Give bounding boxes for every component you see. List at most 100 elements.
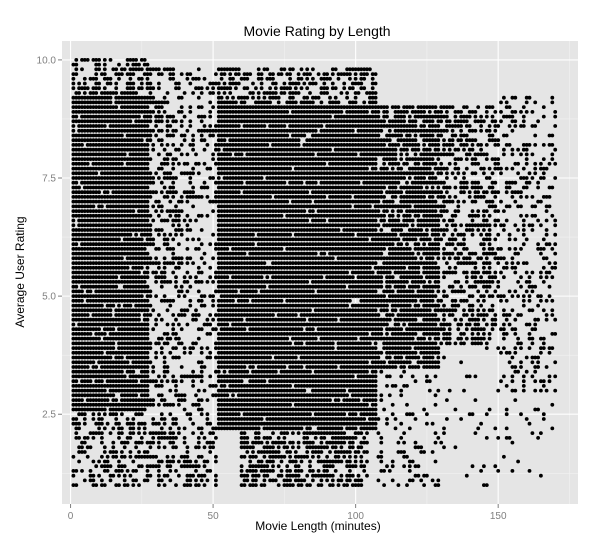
data-point bbox=[97, 176, 101, 180]
data-point bbox=[88, 128, 93, 133]
data-point bbox=[114, 128, 119, 133]
data-point bbox=[120, 110, 124, 114]
data-point bbox=[137, 261, 141, 265]
data-point bbox=[71, 298, 76, 303]
data-point bbox=[159, 166, 164, 171]
data-point bbox=[128, 204, 133, 209]
data-point bbox=[91, 242, 96, 247]
data-point bbox=[77, 204, 81, 209]
data-point bbox=[134, 180, 139, 185]
data-point bbox=[134, 393, 139, 398]
data-point bbox=[211, 232, 216, 237]
data-point bbox=[91, 105, 96, 109]
data-point bbox=[128, 436, 133, 440]
data-point bbox=[100, 195, 104, 199]
data-point bbox=[154, 379, 159, 384]
data-point bbox=[111, 265, 116, 270]
data-point bbox=[88, 166, 93, 171]
data-point bbox=[82, 270, 87, 275]
data-point bbox=[242, 483, 247, 487]
data-point bbox=[157, 473, 161, 478]
data-point bbox=[117, 138, 121, 143]
data-point bbox=[182, 346, 187, 350]
data-point bbox=[134, 350, 139, 355]
data-point bbox=[102, 110, 107, 114]
data-point bbox=[288, 478, 292, 483]
data-point bbox=[202, 76, 207, 81]
data-point bbox=[202, 473, 207, 478]
data-point bbox=[122, 322, 127, 327]
data-point bbox=[74, 133, 79, 138]
data-point bbox=[128, 454, 133, 459]
data-point bbox=[100, 247, 104, 251]
data-point bbox=[102, 124, 107, 128]
data-point bbox=[139, 464, 144, 469]
data-point bbox=[131, 421, 136, 426]
data-point bbox=[77, 365, 81, 369]
data-point bbox=[105, 355, 110, 360]
data-point bbox=[196, 336, 201, 341]
data-point bbox=[157, 469, 161, 473]
data-point bbox=[134, 204, 139, 209]
data-point bbox=[94, 110, 99, 114]
data-point bbox=[137, 483, 141, 487]
data-point bbox=[77, 275, 81, 280]
data-point bbox=[131, 157, 136, 162]
data-point bbox=[188, 105, 193, 109]
data-point bbox=[97, 58, 101, 62]
data-point bbox=[85, 365, 90, 369]
data-point bbox=[211, 133, 216, 138]
data-point bbox=[177, 81, 181, 86]
data-point bbox=[148, 133, 153, 138]
data-point bbox=[188, 483, 193, 487]
data-point bbox=[211, 303, 216, 308]
data-point bbox=[128, 350, 133, 355]
data-point bbox=[82, 388, 87, 393]
data-point bbox=[80, 133, 84, 138]
data-point bbox=[80, 402, 84, 407]
data-point bbox=[142, 280, 147, 284]
data-point bbox=[82, 190, 87, 195]
data-point bbox=[117, 185, 121, 190]
data-point bbox=[162, 431, 167, 435]
data-point bbox=[174, 157, 178, 162]
data-point bbox=[259, 275, 264, 280]
data-point bbox=[108, 270, 113, 275]
data-point bbox=[137, 322, 141, 327]
data-point bbox=[125, 110, 130, 114]
data-point bbox=[91, 190, 96, 195]
data-point bbox=[137, 228, 141, 232]
data-point bbox=[88, 360, 93, 365]
data-point bbox=[139, 237, 144, 242]
data-point bbox=[97, 284, 101, 289]
data-point bbox=[125, 199, 130, 204]
data-point bbox=[134, 384, 139, 388]
data-point bbox=[102, 72, 107, 76]
data-point bbox=[157, 445, 161, 450]
data-point bbox=[94, 265, 99, 270]
data-point bbox=[122, 166, 127, 171]
data-point bbox=[117, 327, 121, 332]
data-point bbox=[122, 237, 127, 242]
data-point bbox=[74, 157, 79, 162]
data-point bbox=[105, 360, 110, 365]
data-point bbox=[219, 95, 224, 100]
data-point bbox=[122, 100, 127, 105]
data-point bbox=[102, 199, 107, 204]
data-point bbox=[174, 445, 178, 450]
data-point bbox=[251, 365, 255, 369]
data-point bbox=[154, 280, 159, 284]
data-point bbox=[102, 317, 107, 322]
data-point bbox=[148, 303, 153, 308]
data-point bbox=[82, 478, 87, 483]
data-point bbox=[137, 143, 141, 147]
data-point bbox=[94, 308, 99, 313]
data-point bbox=[91, 275, 96, 280]
data-point bbox=[82, 124, 87, 128]
data-point bbox=[97, 379, 101, 384]
data-point bbox=[122, 483, 127, 487]
data-point bbox=[100, 421, 104, 426]
data-point bbox=[74, 190, 79, 195]
data-point bbox=[177, 265, 181, 270]
data-point bbox=[100, 105, 104, 109]
